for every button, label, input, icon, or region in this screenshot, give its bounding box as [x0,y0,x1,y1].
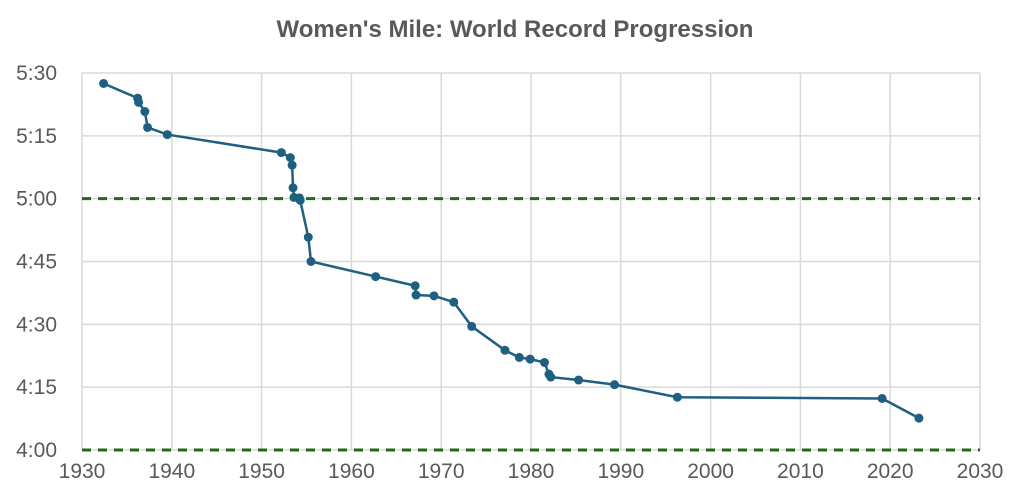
data-point [295,195,305,205]
y-tick-label: 5:00 [16,188,57,211]
data-point [546,372,556,382]
data-point [276,148,286,158]
data-point [449,297,459,307]
data-point [500,345,510,355]
data-point [134,97,144,107]
data-point [467,321,477,331]
data-point [525,354,535,364]
y-tick-label: 5:30 [16,62,57,85]
chart-title: Women's Mile: World Record Progression [277,16,754,43]
x-tick-label: 2020 [867,460,914,483]
x-tick-label: 1960 [328,460,375,483]
data-point [539,357,549,367]
data-point [877,393,887,403]
data-point [288,183,298,193]
data-point [285,153,295,163]
x-tick-label: 1980 [508,460,555,483]
data-point [411,290,421,300]
data-point [371,272,381,282]
y-tick-label: 4:45 [16,251,57,274]
data-point [574,375,584,385]
x-tick-label: 1930 [59,460,106,483]
data-point [514,352,524,362]
y-tick-label: 4:00 [16,439,57,462]
x-tick-label: 1940 [148,460,195,483]
data-point [410,281,420,291]
x-tick-label: 2030 [957,460,1004,483]
data-point [610,380,620,390]
data-point [306,257,316,266]
y-tick-label: 4:15 [16,376,57,399]
x-tick-label: 1990 [597,460,644,483]
x-tick-label: 1970 [418,460,465,483]
y-tick-label: 4:30 [16,313,57,336]
data-point [429,291,439,301]
data-point [303,232,313,242]
data-point [287,160,297,170]
data-point [162,130,172,140]
series-line [103,82,920,420]
y-tick-label: 5:15 [16,125,57,148]
x-tick-label: 2000 [687,460,734,483]
x-tick-label: 2010 [777,460,824,483]
data-point [140,107,150,117]
x-tick-label: 1950 [238,460,285,483]
data-point [914,413,924,423]
data-point [143,122,153,132]
data-point [99,78,109,88]
data-point [672,392,682,402]
